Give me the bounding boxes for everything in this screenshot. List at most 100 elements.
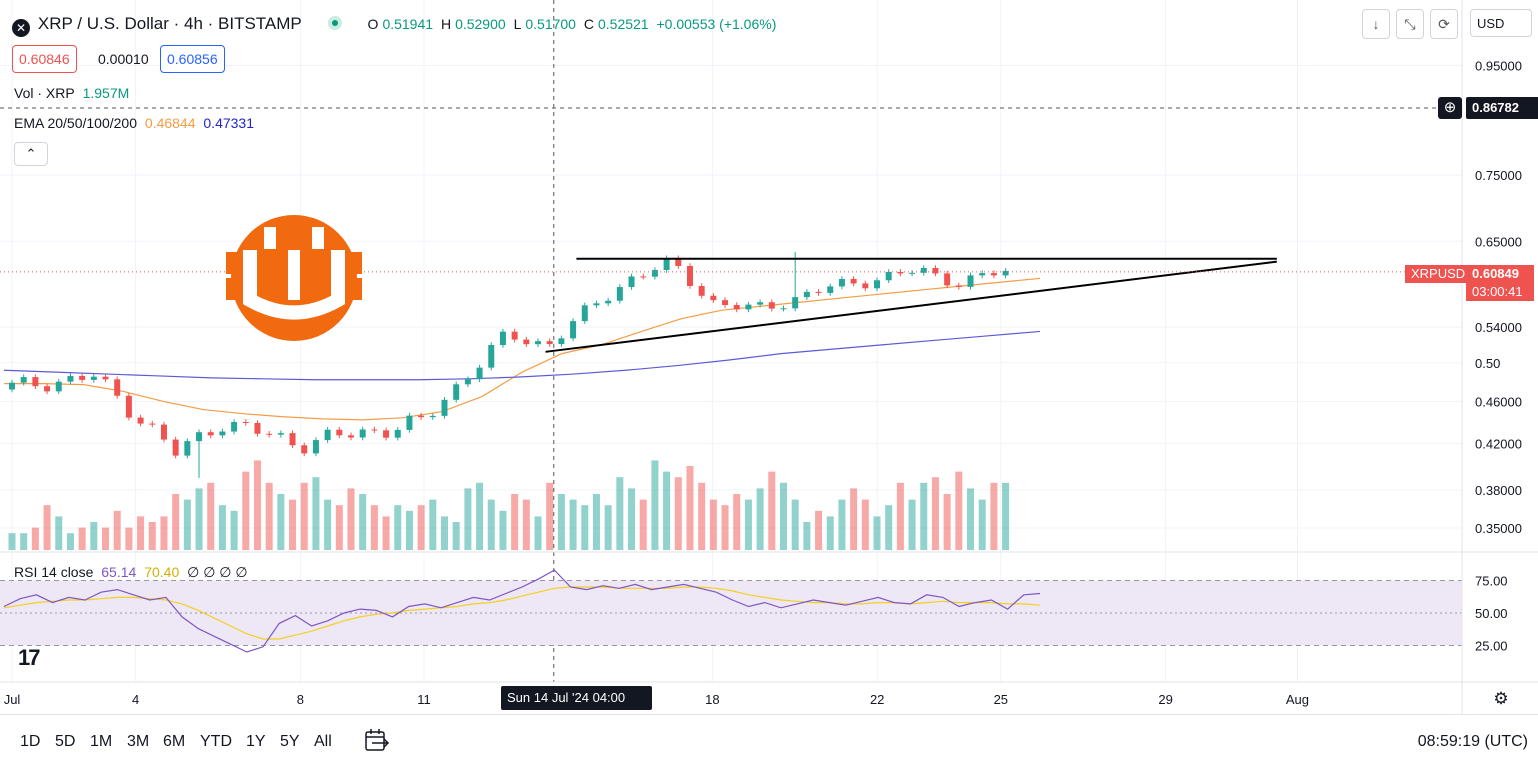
timeframe-all[interactable]: All <box>314 733 332 750</box>
candle-body <box>429 415 436 418</box>
utc-clock[interactable]: 08:59:19 (UTC) <box>1417 733 1528 750</box>
logo-tick <box>264 227 276 249</box>
timeframe-3m[interactable]: 3M <box>127 733 150 750</box>
volume-bar <box>990 482 998 550</box>
timeframe-5d[interactable]: 5D <box>55 733 76 750</box>
crosshair-add-button[interactable]: ⊕ <box>1438 97 1462 119</box>
time-tick-label: 8 <box>297 692 304 707</box>
candle-body <box>967 275 974 287</box>
volume-bar <box>803 522 811 550</box>
volume-bar <box>955 471 963 550</box>
calendar-arrow-icon <box>365 729 390 751</box>
logo-mark <box>243 250 345 320</box>
volume-bar <box>885 505 893 550</box>
volume-bar <box>289 499 297 550</box>
rsi-tick-label: 50.00 <box>1475 606 1508 621</box>
volume-bar <box>207 482 215 550</box>
candle-body <box>266 433 273 435</box>
timeframe-ytd[interactable]: YTD <box>200 733 232 750</box>
time-tick-label: 22 <box>870 692 884 707</box>
volume-bar <box>476 482 484 550</box>
buy-price-button[interactable]: 0.60856 <box>160 45 225 73</box>
timeframe-1y[interactable]: 1Y <box>246 733 266 750</box>
symbol-title[interactable]: XRP / U.S. Dollar · 4h · BITSTAMP <box>37 14 302 33</box>
ema-legend[interactable]: EMA 20/50/100/200 0.46844 0.47331 <box>14 115 254 131</box>
volume-legend[interactable]: Vol · XRP 1.957M <box>14 85 130 101</box>
date-range-button[interactable] <box>362 727 390 755</box>
volume-bar <box>850 488 858 550</box>
candle-body <box>196 432 203 442</box>
rsi-ma-line <box>3 586 1041 640</box>
gear-icon: ⚙ <box>1493 689 1509 708</box>
candle-body <box>827 286 834 293</box>
crosshair-price-label: 0.86782 <box>1466 97 1538 119</box>
logo-tick <box>312 227 324 249</box>
price-tick-label: 0.50 <box>1475 356 1500 371</box>
candle-body <box>79 375 86 380</box>
collapse-button[interactable]: ⤡ <box>1396 9 1424 39</box>
timeframe-5y[interactable]: 5Y <box>280 733 300 750</box>
candle-body <box>207 432 214 436</box>
sell-price-button[interactable]: 0.60846 <box>12 45 77 73</box>
candle-body <box>546 341 553 345</box>
volume-bar <box>639 499 647 550</box>
candle-body <box>733 305 740 310</box>
volume-bar <box>441 516 449 550</box>
candle-body <box>231 421 238 432</box>
chart-canvas[interactable]: 0.95000 0.75000 0.65000 0.54000 0.50 0.46000 0… <box>0 0 1538 714</box>
time-tick-label: 4 <box>132 692 139 707</box>
market-open-icon <box>327 16 342 30</box>
candle-body <box>616 287 623 301</box>
volume-bar <box>370 505 378 550</box>
volume-bar <box>663 471 671 550</box>
volume-bar <box>674 477 682 550</box>
rsi-tick-label: 75.00 <box>1475 574 1508 589</box>
candle-body <box>125 395 132 418</box>
volume-bar <box>651 460 659 550</box>
candle-body <box>815 291 822 293</box>
collapse-legend-button[interactable]: ⌃ <box>14 142 48 166</box>
volume-bar <box>698 482 706 550</box>
symbol-close-icon[interactable]: ✕ <box>12 19 30 37</box>
volume-bar <box>43 505 51 550</box>
candle-countdown: 03:00:41 <box>1466 283 1534 301</box>
candle-body <box>406 415 413 430</box>
volume-bar <box>744 499 752 550</box>
refresh-button[interactable]: ⟳ <box>1430 9 1458 39</box>
volume-bar <box>324 499 332 550</box>
volume-bar <box>230 510 238 550</box>
candle-body <box>67 375 74 382</box>
volume-bar <box>55 516 63 550</box>
arrow-down-button[interactable]: ↓ <box>1362 9 1390 39</box>
volume-bar <box>779 482 787 550</box>
rsi-legend[interactable]: RSI 14 close 65.14 70.40 ∅ ∅ ∅ ∅ <box>14 564 248 580</box>
candle-body <box>581 305 588 322</box>
tradingview-logo[interactable]: 17 <box>18 645 41 670</box>
timeframe-1d[interactable]: 1D <box>20 733 41 750</box>
volume-bar <box>581 505 589 550</box>
candle-body <box>780 308 787 310</box>
time-tick-label: Aug <box>1286 692 1309 707</box>
volume-bar <box>172 494 180 550</box>
candle-body <box>32 377 39 387</box>
candle-body <box>745 304 752 310</box>
candle-body <box>862 283 869 289</box>
time-tick-label: 18 <box>705 692 719 707</box>
candle-body <box>838 278 845 287</box>
candle-body <box>383 430 390 438</box>
candle-body <box>640 276 647 278</box>
volume-bar <box>335 505 343 550</box>
candle-body <box>757 302 764 305</box>
candle-body <box>979 273 986 276</box>
candle-body <box>219 431 226 436</box>
volume-bar <box>160 516 168 550</box>
price-tick-label: 0.65000 <box>1475 234 1522 249</box>
candle-body <box>476 367 483 380</box>
candle-body <box>897 271 904 274</box>
timeframe-6m[interactable]: 6M <box>163 733 186 750</box>
candle-body <box>651 270 658 277</box>
currency-select[interactable]: USD <box>1470 9 1532 37</box>
axis-settings-button[interactable]: ⚙ <box>1490 688 1512 710</box>
timeframe-1m[interactable]: 1M <box>90 733 113 750</box>
candle-body <box>324 429 331 441</box>
